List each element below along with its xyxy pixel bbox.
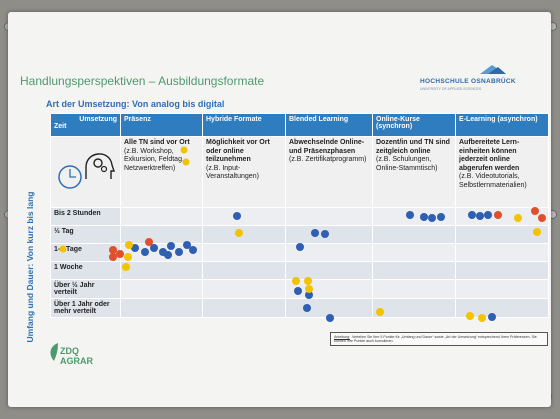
corner: Umsetzung Zeit <box>50 113 121 137</box>
cell <box>202 261 286 280</box>
corner-top: Umsetzung <box>79 116 117 123</box>
cell <box>120 207 203 226</box>
description-main: Aufbereitete Lern-einheiten können jeder… <box>459 139 520 172</box>
cell <box>455 207 549 226</box>
description: Dozent/in und TN sind zeitgleich online(… <box>372 136 456 208</box>
poster: Handlungsperspektiven – Ausbildungsforma… <box>8 12 551 407</box>
description-example: (z.B. Videotutorials, Selbstlernmaterial… <box>459 173 527 189</box>
cell <box>372 243 456 262</box>
description-main: Abwechselnde Online- und Präsenzphasen <box>289 139 365 155</box>
yellow-dots <box>59 146 541 322</box>
cell <box>202 243 286 262</box>
icons <box>58 153 115 189</box>
cell <box>455 243 549 262</box>
logo-sub: UNIVERSITY OF APPLIED SCIENCES <box>420 87 482 91</box>
cell <box>202 279 286 299</box>
leaf-icon <box>50 343 58 361</box>
cell <box>202 298 286 318</box>
description: Aufbereitete Lern-einheiten können jeder… <box>455 136 549 208</box>
note: Anleitung: Verteilen Sie Ihre 5 Punkte fü… <box>330 332 548 346</box>
logo-icon <box>480 65 506 74</box>
column-header: Präsenz <box>120 113 203 137</box>
description: Abwechselnde Online- und Präsenzphasen (z… <box>285 136 373 208</box>
cell <box>202 207 286 226</box>
subtitle: Art der Umsetzung: Von analog bis digita… <box>46 99 225 109</box>
table-row: Über 1 Jahr oder mehr verteilt <box>50 298 549 318</box>
cell <box>120 298 203 318</box>
description-main: Möglichkeit vor Ort oder online teilzune… <box>206 139 270 164</box>
row-label: Über ½ Jahr verteilt <box>50 279 121 299</box>
cell <box>285 207 373 226</box>
row-label: 1 Woche <box>50 261 121 280</box>
description-example: (z.B. Schulungen, Online-Stammtisch) <box>376 156 438 172</box>
description-main: Dozent/in und TN sind zeitgleich online <box>376 139 450 155</box>
footer-logo-bottom: AGRAR <box>60 356 93 366</box>
description: Möglichkeit vor Ort oder online teilzune… <box>202 136 286 208</box>
table: Umsetzung Zeit Präsenz Hybride Formate Bl… <box>50 113 549 318</box>
cell <box>120 261 203 280</box>
cell <box>372 225 456 244</box>
row-label: Bis 2 Stunden <box>50 207 121 226</box>
logo: HOCHSCHULE OSNABRÜCK <box>420 78 516 85</box>
blue-dots <box>131 211 496 322</box>
cell <box>285 261 373 280</box>
note-text: Verteilen Sie Ihre 5 Punkte für „Umfang … <box>334 335 537 343</box>
cell <box>120 225 203 244</box>
footer-logo-top: ZDQ <box>60 346 79 356</box>
note-label: Anleitung: <box>334 335 350 339</box>
description-example: (z.B. Input-Veranstaltungen) <box>206 164 259 181</box>
row-label: 1-2 Tage <box>50 243 121 262</box>
table-row: 1 Woche <box>50 261 549 280</box>
column-header: Blended Learning <box>285 113 373 137</box>
table-row: ½ Tag <box>50 225 549 244</box>
row-label: ½ Tag <box>50 225 121 244</box>
cell <box>455 298 549 318</box>
sticker-dots <box>59 146 546 322</box>
cell <box>202 225 286 244</box>
icon-cell <box>50 136 121 208</box>
row-label: Über 1 Jahr oder mehr verteilt <box>50 298 121 318</box>
cell <box>455 261 549 280</box>
description-example: (z.B. Workshop, Exkursion, Feldtag, Netz… <box>124 147 184 172</box>
cell <box>120 279 203 299</box>
footer-logo: ZDQ AGRAR <box>60 346 93 366</box>
title: Handlungsperspektiven – Ausbildungsforma… <box>20 74 265 88</box>
description-row: Alle TN sind vor Ort (z.B. Workshop, Exku… <box>50 136 549 208</box>
description-example: (z.B. Zertifikatprogramm) <box>289 156 367 164</box>
table-row: Bis 2 Stunden <box>50 207 549 226</box>
corner-bottom: Zeit <box>54 123 67 130</box>
cell <box>372 298 456 318</box>
description-main: Alle TN sind vor Ort <box>124 139 190 146</box>
red-dots <box>109 207 546 261</box>
header-row: Umsetzung Zeit Präsenz Hybride Formate Bl… <box>50 113 549 137</box>
cell <box>372 207 456 226</box>
column-header: Online-Kurse (synchron) <box>372 113 456 137</box>
